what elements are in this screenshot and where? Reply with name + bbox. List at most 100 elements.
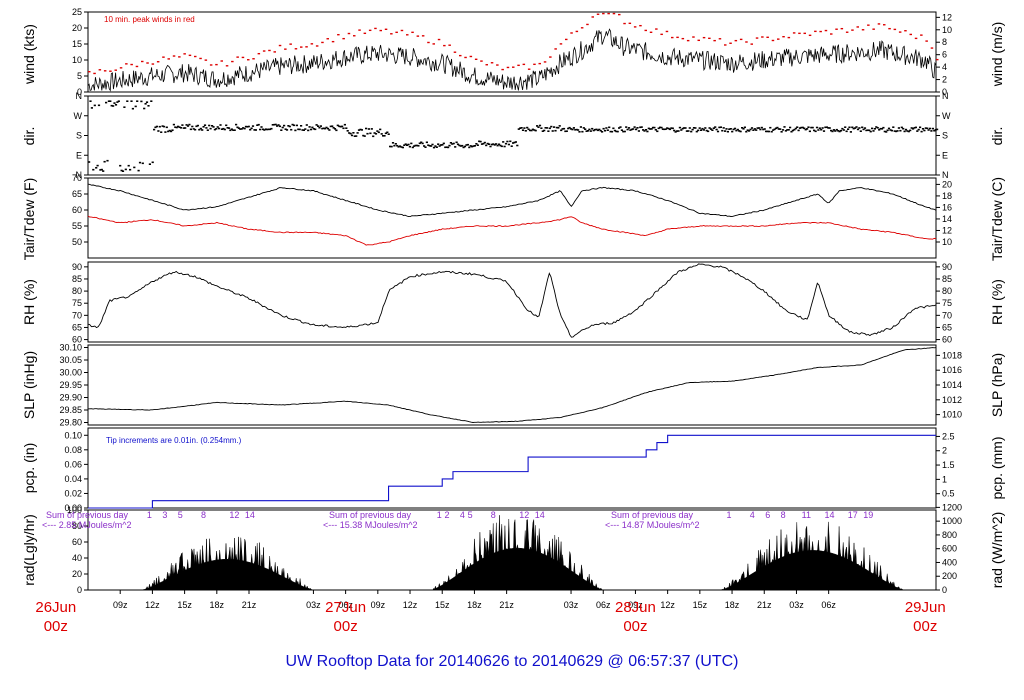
x-tick-label: 18z: [467, 600, 482, 610]
tair-line: [87, 183, 937, 218]
direction-mark: [623, 130, 626, 133]
direction-mark: [237, 127, 240, 129]
direction-mark: [609, 130, 612, 133]
temp-right-label: Tair/Tdew (C): [989, 177, 1005, 261]
day-sum-label: Sum of previous day: [329, 510, 412, 520]
direction-mark: [615, 130, 618, 133]
direction-mark: [801, 126, 804, 129]
direction-mark: [266, 128, 269, 131]
direction-mark: [883, 130, 886, 133]
direction-mark: [230, 128, 233, 130]
direction-mark: [99, 169, 102, 171]
direction-mark: [341, 125, 344, 128]
direction-mark: [668, 128, 672, 131]
direction-mark: [770, 130, 773, 133]
direction-mark: [357, 129, 361, 131]
x-tick-label: 06z: [338, 600, 353, 610]
precip-line: [88, 434, 936, 509]
direction-mark: [403, 144, 406, 146]
direction-mark: [794, 127, 797, 130]
direction-mark: [796, 126, 799, 128]
y-tick-label: 60: [72, 335, 82, 345]
dir-left-label: dir.: [21, 127, 37, 146]
direction-mark: [517, 128, 520, 130]
direction-mark: [931, 127, 934, 130]
direction-mark: [473, 145, 476, 147]
direction-mark: [562, 127, 566, 130]
direction-mark: [916, 130, 919, 132]
direction-mark: [524, 130, 527, 132]
direction-mark: [391, 142, 395, 144]
direction-mark: [866, 129, 869, 131]
hour-mark-label: 14: [824, 510, 834, 520]
rh-panel: [87, 261, 937, 343]
direction-mark: [157, 130, 160, 132]
direction-mark: [667, 127, 670, 130]
direction-mark: [171, 129, 174, 131]
direction-mark: [203, 124, 207, 126]
y-tick-label: 10: [72, 55, 82, 65]
direction-mark: [468, 146, 471, 149]
direction-mark: [692, 127, 696, 129]
date-day-label: 26Jun: [35, 599, 76, 616]
direction-mark: [899, 129, 902, 132]
direction-mark: [741, 127, 744, 129]
direction-mark: [913, 127, 916, 129]
y-tick-label: 30.00: [59, 368, 82, 378]
direction-mark: [917, 128, 920, 131]
direction-mark: [804, 128, 807, 131]
direction-mark: [372, 135, 375, 138]
direction-mark: [301, 129, 304, 131]
direction-mark: [140, 100, 143, 103]
direction-mark: [158, 125, 161, 128]
direction-mark: [493, 144, 496, 146]
direction-mark: [639, 126, 642, 129]
direction-mark: [175, 126, 178, 129]
direction-mark: [160, 131, 163, 133]
direction-mark: [216, 126, 219, 128]
direction-mark: [578, 131, 581, 133]
y-tick-label: 29.95: [59, 380, 82, 390]
direction-mark: [798, 127, 802, 129]
direction-mark: [259, 128, 262, 131]
x-tick-label: 15z: [693, 600, 708, 610]
y-tick-label: 10: [942, 237, 952, 247]
direction-mark: [622, 130, 625, 133]
y-tick-label: 600: [942, 544, 957, 554]
direction-mark: [912, 128, 915, 130]
date-time-label: 00z: [623, 618, 647, 635]
y-tick-label: 12: [942, 12, 952, 22]
y-tick-label: E: [942, 150, 948, 160]
y-tick-label: 2: [942, 446, 947, 456]
direction-mark: [677, 130, 680, 132]
direction-mark: [376, 130, 379, 132]
direction-mark: [711, 129, 714, 131]
direction-mark: [413, 145, 416, 147]
direction-mark: [657, 127, 660, 130]
direction-mark: [425, 141, 428, 144]
x-tick-label: 06z: [821, 600, 836, 610]
y-tick-label: 60: [72, 537, 82, 547]
direction-mark: [307, 129, 310, 132]
direction-mark: [571, 128, 574, 131]
rad-left-label: rad(Lgly/hr): [21, 514, 37, 586]
direction-mark: [835, 128, 838, 131]
direction-mark: [712, 127, 715, 129]
direction-mark: [743, 126, 746, 129]
y-tick-label: 10: [942, 25, 952, 35]
direction-mark: [787, 129, 790, 131]
direction-mark: [763, 128, 766, 130]
direction-mark: [536, 125, 539, 127]
direction-mark: [435, 146, 438, 148]
precip-tip-annotation: Tip increments are 0.01in. (0.254mm.): [106, 436, 242, 445]
direction-mark: [738, 130, 741, 132]
direction-mark: [280, 129, 283, 131]
direction-mark: [121, 170, 125, 172]
direction-mark: [642, 129, 645, 131]
direction-mark: [489, 145, 492, 148]
direction-mark: [309, 128, 313, 131]
direction-mark: [790, 130, 793, 133]
direction-mark: [211, 125, 214, 127]
direction-mark: [251, 125, 255, 127]
direction-mark: [903, 130, 906, 133]
